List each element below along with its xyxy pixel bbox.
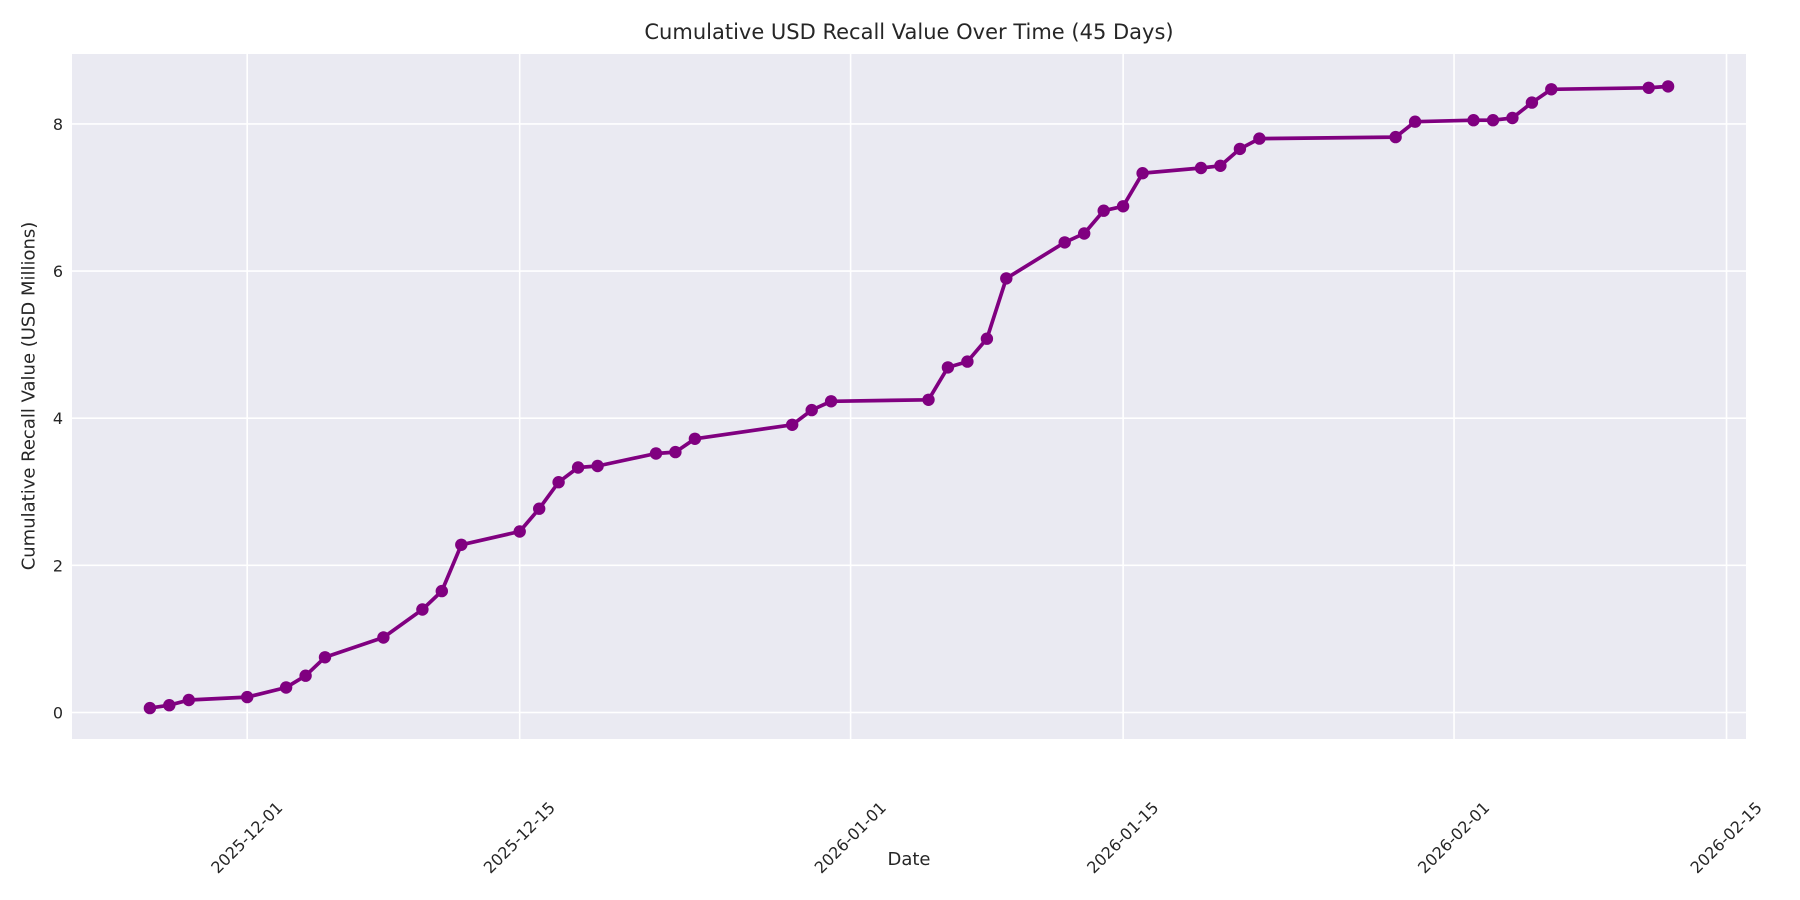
- data-point: [922, 393, 935, 406]
- y-tick-label: 0: [53, 704, 63, 723]
- data-point: [513, 525, 526, 538]
- y-axis-label: Cumulative Recall Value (USD Millions): [18, 221, 40, 571]
- data-point: [961, 355, 974, 368]
- data-point: [182, 693, 195, 707]
- data-point: [1467, 114, 1480, 127]
- data-point: [279, 681, 293, 694]
- data-point: [1545, 83, 1558, 96]
- data-point: [591, 459, 604, 473]
- data-point: [1058, 236, 1071, 249]
- data-point: [1253, 132, 1266, 145]
- data-point: [1486, 114, 1500, 127]
- data-point: [143, 701, 157, 715]
- data-point: [941, 361, 955, 374]
- data-point: [533, 502, 546, 515]
- data-point: [435, 584, 448, 598]
- data-point: [318, 651, 332, 664]
- data-point: [1214, 159, 1227, 172]
- data-point: [416, 603, 429, 616]
- data-point: [824, 395, 838, 408]
- data-point: [980, 332, 994, 345]
- data-point: [1389, 130, 1402, 144]
- data-point: [1000, 272, 1013, 285]
- data-point: [163, 699, 176, 712]
- data-point: [1506, 111, 1519, 125]
- data-point: [669, 445, 682, 459]
- data-point: [241, 690, 254, 704]
- y-tick-label: 6: [53, 262, 63, 281]
- data-point: [299, 669, 312, 682]
- data-point: [1525, 96, 1539, 109]
- plot-background: [72, 54, 1746, 739]
- data-point: [377, 631, 390, 644]
- data-point: [1136, 167, 1149, 180]
- data-point: [1097, 204, 1110, 217]
- y-tick-label: 4: [53, 409, 63, 428]
- data-point: [1116, 200, 1130, 213]
- data-point: [552, 476, 565, 489]
- chart-title: Cumulative USD Recall Value Over Time (4…: [644, 20, 1174, 44]
- data-point: [571, 461, 585, 474]
- data-point: [1078, 227, 1091, 240]
- x-axis-label: Date: [887, 849, 931, 870]
- data-point: [1408, 115, 1422, 128]
- data-point: [1642, 81, 1655, 95]
- data-point: [455, 538, 468, 551]
- y-tick-label: 8: [53, 115, 63, 134]
- data-point: [649, 447, 663, 460]
- y-tick-label: 2: [53, 556, 63, 575]
- data-point: [1661, 80, 1675, 93]
- data-point: [786, 418, 799, 431]
- data-point: [1233, 142, 1247, 156]
- data-point: [1194, 161, 1208, 175]
- data-point: [805, 403, 818, 417]
- data-point: [688, 432, 702, 445]
